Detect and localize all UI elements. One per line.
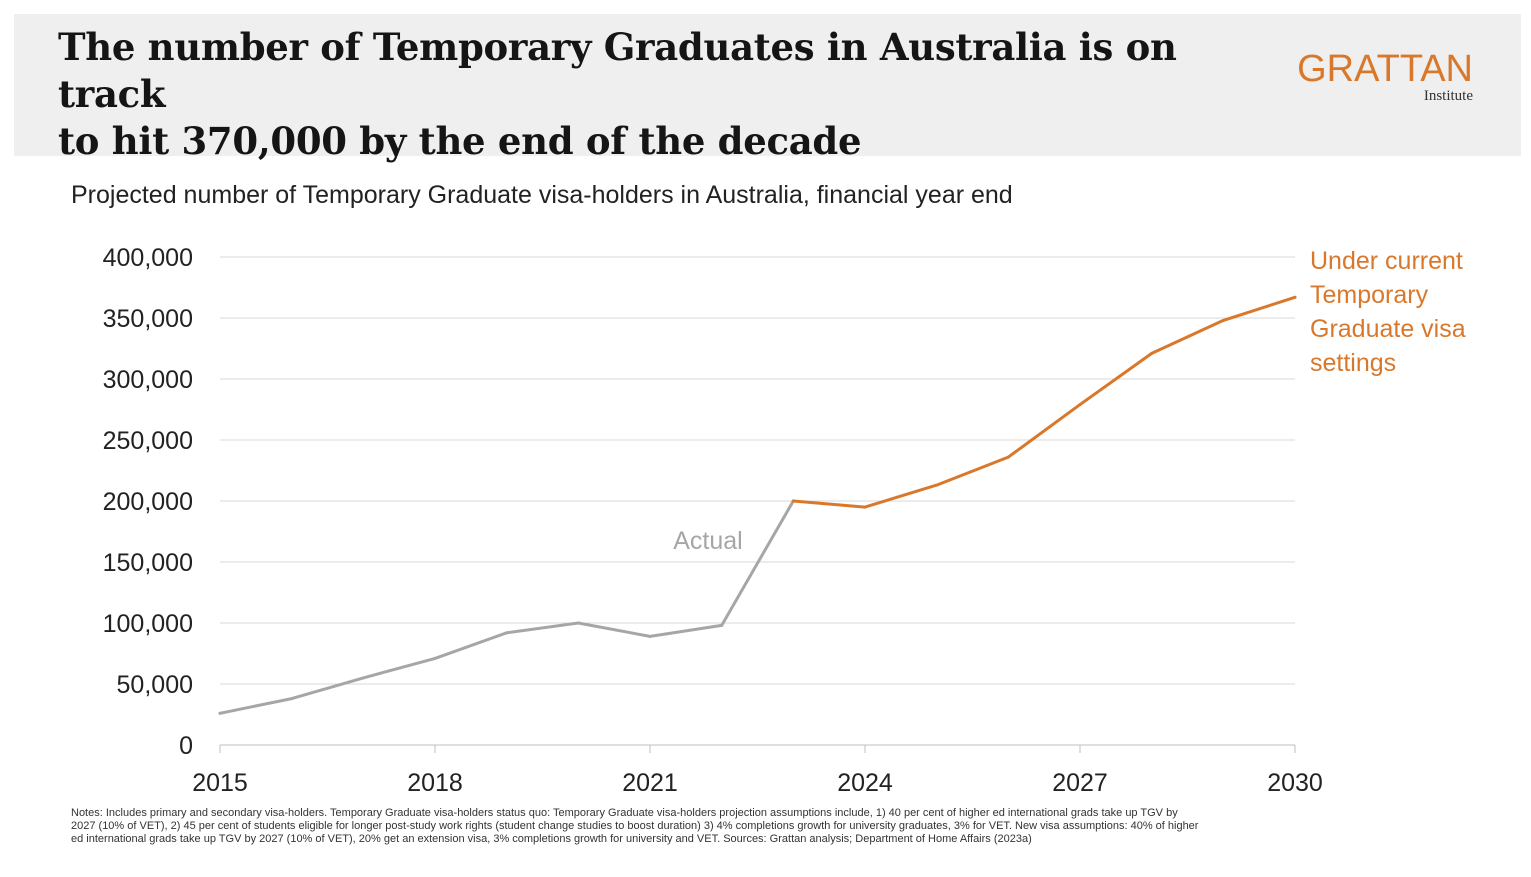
x-tick-label: 2027 bbox=[1052, 769, 1108, 797]
y-tick-label: 350,000 bbox=[103, 305, 193, 333]
series-1-point bbox=[1078, 403, 1082, 407]
series-label-projection-line: Under current bbox=[1310, 247, 1463, 275]
series-1-point bbox=[1221, 318, 1225, 322]
y-tick-label: 50,000 bbox=[117, 671, 193, 699]
x-tick-label: 2021 bbox=[622, 769, 678, 797]
x-tick-label: 2015 bbox=[192, 769, 248, 797]
y-tick-label: 0 bbox=[179, 732, 193, 760]
series-0-point bbox=[720, 623, 724, 627]
grattan-logo: GRATTAN Institute bbox=[1297, 50, 1473, 104]
series-1-point bbox=[1293, 295, 1297, 299]
y-tick-label: 200,000 bbox=[103, 488, 193, 516]
chart-notes: Notes: Includes primary and secondary vi… bbox=[71, 807, 1401, 846]
series-0-point bbox=[648, 634, 652, 638]
series-1-point bbox=[1150, 351, 1154, 355]
y-tick-label: 400,000 bbox=[103, 244, 193, 272]
x-tick-label: 2024 bbox=[837, 769, 893, 797]
series-line-1 bbox=[791, 295, 1297, 509]
y-tick-label: 300,000 bbox=[103, 366, 193, 394]
title-line-2: to hit 370,000 by the end of the decade bbox=[58, 119, 862, 163]
chart-title: The number of Temporary Graduates in Aus… bbox=[58, 24, 1278, 165]
y-tick-label: 150,000 bbox=[103, 549, 193, 577]
series-0-point bbox=[576, 621, 580, 625]
series-1-point bbox=[791, 499, 795, 503]
series-1-point bbox=[1006, 455, 1010, 459]
series-0-point bbox=[361, 676, 365, 680]
chart-subtitle: Projected number of Temporary Graduate v… bbox=[71, 181, 1013, 209]
x-tick-label: 2030 bbox=[1267, 769, 1323, 797]
series-0-point bbox=[290, 697, 294, 701]
y-tick-label: 250,000 bbox=[103, 427, 193, 455]
notes-line-3: ed international grads take up TGV by 20… bbox=[71, 833, 1032, 845]
series-0-point bbox=[218, 711, 222, 715]
logo-wordmark: GRATTAN bbox=[1297, 48, 1473, 90]
x-tick-label: 2018 bbox=[407, 769, 463, 797]
series-label-actual: Actual bbox=[673, 527, 742, 555]
series-0-point bbox=[433, 656, 437, 660]
series-1-point bbox=[863, 505, 867, 509]
y-tick-label: 100,000 bbox=[103, 610, 193, 638]
logo-subtext: Institute bbox=[1423, 88, 1473, 104]
header-band bbox=[14, 14, 1521, 156]
series-label-projection-line: Temporary bbox=[1310, 281, 1429, 309]
notes-line-2: 2027 (10% of VET), 2) 45 per cent of stu… bbox=[71, 820, 1199, 832]
series-label-projection-line: settings bbox=[1310, 349, 1396, 377]
series-0-point bbox=[505, 631, 509, 635]
series-1-point bbox=[935, 483, 939, 487]
notes-line-1: Notes: Includes primary and secondary vi… bbox=[71, 807, 1178, 819]
series-label-projection-line: Graduate visa bbox=[1310, 315, 1466, 343]
title-line-1: The number of Temporary Graduates in Aus… bbox=[58, 25, 1177, 116]
